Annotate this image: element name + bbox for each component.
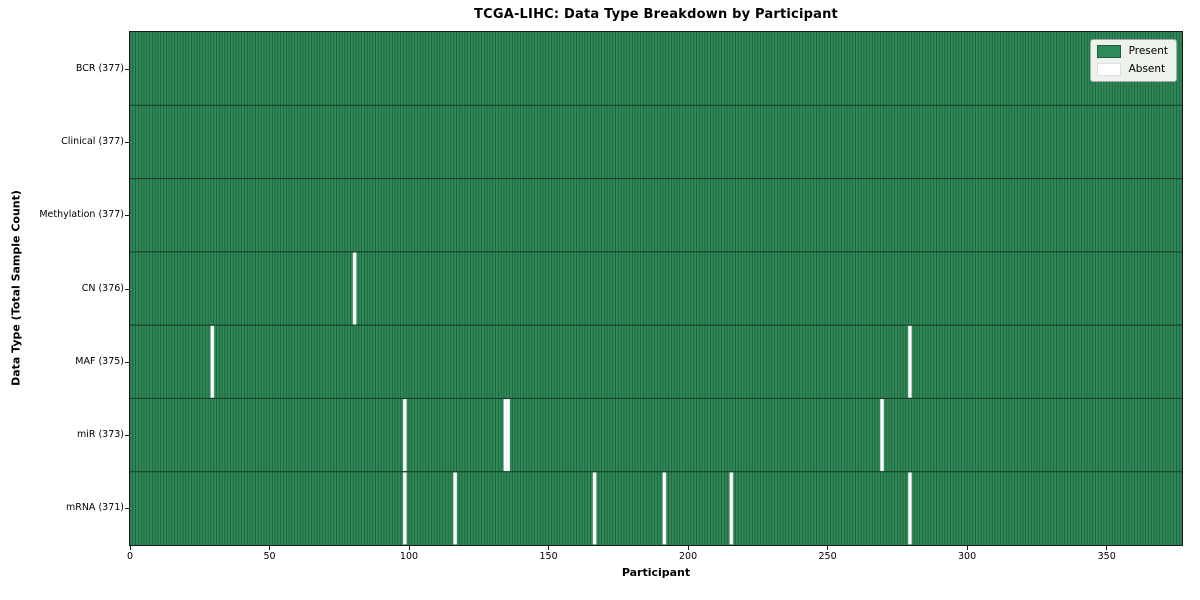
y-tick-label: mRNA (371) [65,502,124,514]
absent-cell [908,472,912,545]
y-tick-mark [125,508,129,510]
absent-cell [908,325,912,398]
x-tick-label: 0 [126,551,134,562]
absent-cell [880,398,884,472]
absent-cell [506,398,510,472]
absent-cell [453,472,457,545]
absent-cell [403,472,407,545]
legend-entry-present: Present [1096,45,1168,58]
y-tick-label: BCR (377) [75,62,124,74]
y-tick-label: CN (376) [81,282,124,294]
absent-cell [210,325,215,398]
absent-cell [352,252,357,325]
y-tick-mark [125,141,129,143]
legend-present-label: Present [1128,45,1168,58]
x-tick-mark [269,546,270,550]
legend-entry-absent: Absent [1096,63,1168,76]
x-tick-label: 250 [818,551,837,562]
x-tick-mark [827,546,829,550]
heatmap [130,32,1182,545]
y-tick-label: miR (373) [76,429,124,441]
plot-area: Present Absent [129,31,1183,546]
y-tick-mark [125,435,129,437]
absent-cell [592,472,597,545]
x-tick-label: 50 [263,551,276,562]
absent-cell [729,472,734,545]
y-tick-label: Clinical (377) [61,135,124,147]
row-dividers [130,104,1182,473]
absent-cell [662,472,667,545]
x-tick-mark [408,546,410,550]
x-tick-label: 100 [399,551,419,562]
x-tick-mark [1106,546,1108,550]
absent-cell [403,398,407,472]
y-tick-mark [125,215,129,217]
present-cells-background [130,32,1182,545]
y-tick-mark [125,361,129,363]
y-tick-mark [125,68,129,70]
x-tick-label: 200 [679,551,698,562]
x-tick-mark [129,546,131,550]
y-tick-label: Methylation (377) [39,209,124,221]
x-tick-label: 150 [539,551,558,562]
x-tick-label: 300 [958,551,977,562]
legend: Present Absent [1089,39,1177,82]
legend-present-swatch [1096,45,1121,58]
x-tick-mark [687,546,689,550]
legend-absent-swatch [1096,63,1121,76]
x-tick-mark [548,546,550,550]
y-tick-mark [125,288,129,290]
chart-title: TCGA-LIHC: Data Type Breakdown by Partic… [474,7,838,22]
x-axis-label: Participant [621,566,691,579]
y-tick-label: MAF (375) [75,355,124,367]
x-tick-label: 350 [1097,551,1116,562]
x-tick-mark [966,546,968,550]
legend-absent-label: Absent [1128,63,1166,76]
cell-edge-stripes [130,32,1182,545]
